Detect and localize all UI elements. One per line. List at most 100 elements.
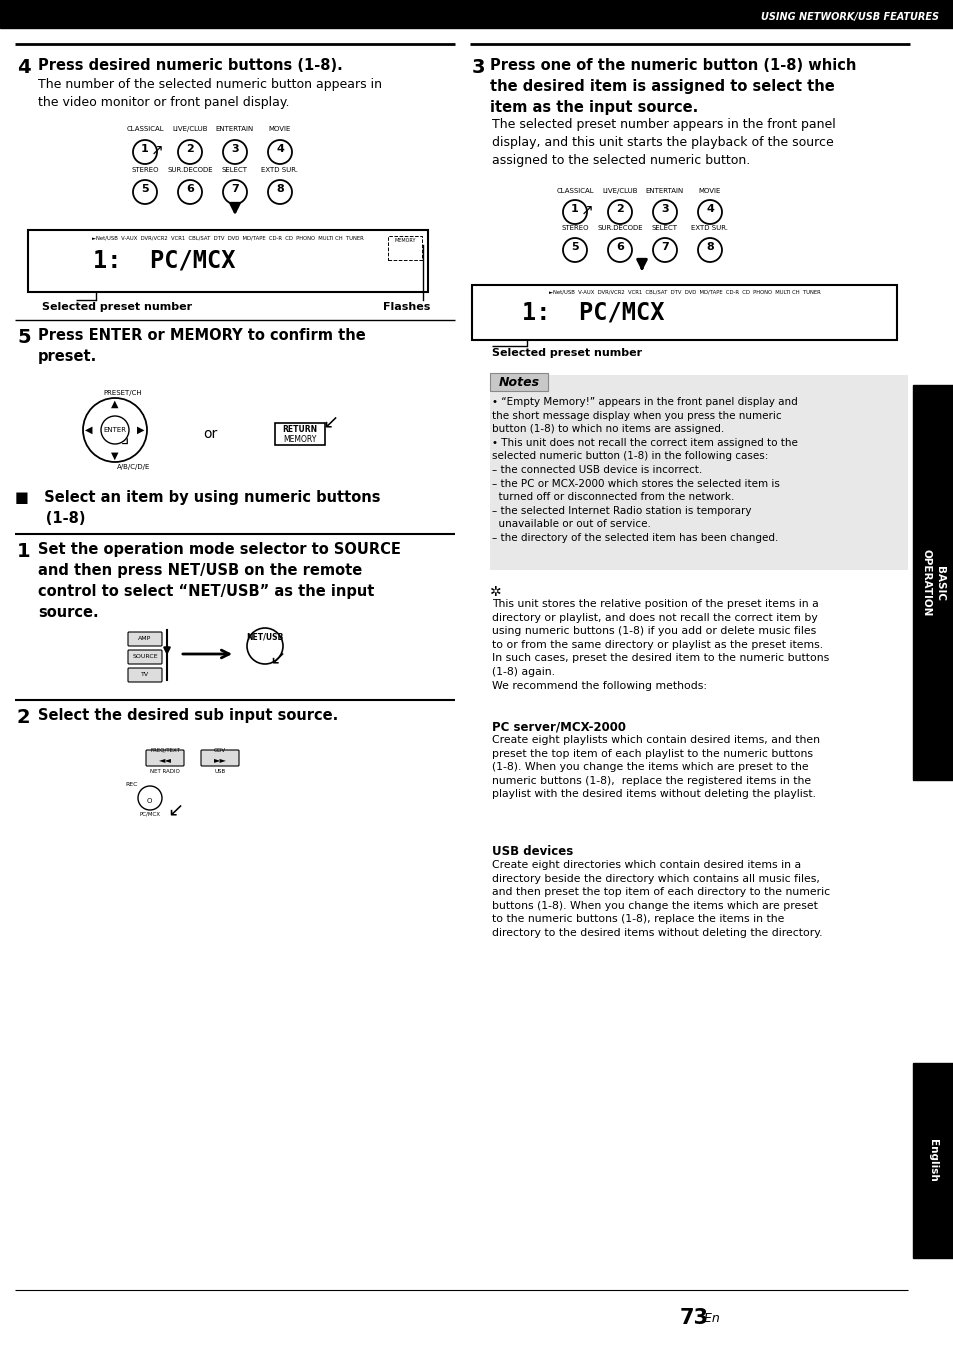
FancyBboxPatch shape xyxy=(146,749,184,766)
Text: CLASSICAL: CLASSICAL xyxy=(126,125,164,132)
Text: ENTERTAIN: ENTERTAIN xyxy=(645,187,683,194)
Text: ▶: ▶ xyxy=(137,425,145,435)
Text: 5: 5 xyxy=(141,183,149,194)
Text: NET/USB: NET/USB xyxy=(246,632,283,642)
Text: 5: 5 xyxy=(17,328,30,346)
Text: 1: 1 xyxy=(141,144,149,154)
Text: 7: 7 xyxy=(231,183,238,194)
Bar xyxy=(472,284,896,340)
Text: ↙: ↙ xyxy=(167,801,183,820)
Text: PC server/MCX-2000: PC server/MCX-2000 xyxy=(492,720,625,733)
Text: 4: 4 xyxy=(275,144,284,154)
Text: GOV: GOV xyxy=(213,748,226,754)
Text: O: O xyxy=(146,798,152,803)
Text: 2: 2 xyxy=(17,708,30,727)
Text: ◀: ◀ xyxy=(85,425,92,435)
Text: ENTER: ENTER xyxy=(103,427,127,433)
Text: USB: USB xyxy=(214,768,225,774)
Text: 73: 73 xyxy=(679,1308,708,1328)
Text: Selected preset number: Selected preset number xyxy=(42,302,192,311)
Text: RETURN: RETURN xyxy=(282,426,317,434)
Text: STEREO: STEREO xyxy=(132,167,158,173)
Text: STEREO: STEREO xyxy=(560,225,588,231)
Text: ◄◄: ◄◄ xyxy=(158,755,172,764)
Bar xyxy=(912,1064,953,1258)
Text: 8: 8 xyxy=(275,183,284,194)
Bar xyxy=(490,375,907,570)
Text: or: or xyxy=(203,427,217,441)
Text: SELECT: SELECT xyxy=(222,167,248,173)
Bar xyxy=(912,386,953,780)
Text: REC: REC xyxy=(125,782,137,787)
Text: Set the operation mode selector to SOURCE
and then press NET/USB on the remote
c: Set the operation mode selector to SOURC… xyxy=(38,542,400,620)
Text: 4: 4 xyxy=(705,204,713,214)
Text: ■   Select an item by using numeric buttons
      (1-8): ■ Select an item by using numeric button… xyxy=(15,491,380,526)
Text: 3: 3 xyxy=(472,58,485,77)
Bar xyxy=(274,423,325,445)
Text: Select the desired sub input source.: Select the desired sub input source. xyxy=(38,708,338,723)
Text: SELECT: SELECT xyxy=(651,225,678,231)
Text: SUR.DECODE: SUR.DECODE xyxy=(167,167,213,173)
Text: MEMORY: MEMORY xyxy=(283,435,316,445)
Text: MOVIE: MOVIE xyxy=(699,187,720,194)
Text: EXTD SUR.: EXTD SUR. xyxy=(261,167,298,173)
FancyBboxPatch shape xyxy=(201,749,239,766)
Text: USING NETWORK/USB FEATURES: USING NETWORK/USB FEATURES xyxy=(760,12,938,22)
Text: Selected preset number: Selected preset number xyxy=(492,348,641,359)
Text: 8: 8 xyxy=(705,243,713,252)
Text: ►Net/USB  V-AUX  DVR/VCR2  VCR1  CBL/SAT  DTV  DVD  MD/TAPE  CD-R  CD  PHONO  MU: ►Net/USB V-AUX DVR/VCR2 VCR1 CBL/SAT DTV… xyxy=(92,235,363,240)
Text: ▼: ▼ xyxy=(112,452,118,461)
Text: Press desired numeric buttons (1-8).: Press desired numeric buttons (1-8). xyxy=(38,58,342,73)
Text: • “Empty Memory!” appears in the front panel display and
the short message displ: • “Empty Memory!” appears in the front p… xyxy=(492,398,797,543)
Text: 3: 3 xyxy=(231,144,238,154)
Text: 1:  PC/MCX: 1: PC/MCX xyxy=(92,248,235,272)
Text: EXTD SUR.: EXTD SUR. xyxy=(691,225,728,231)
Text: 1: 1 xyxy=(571,204,578,214)
Bar xyxy=(490,373,547,391)
Text: Notes: Notes xyxy=(497,376,539,390)
Text: ►►: ►► xyxy=(213,755,226,764)
Text: Press ENTER or MEMORY to confirm the
preset.: Press ENTER or MEMORY to confirm the pre… xyxy=(38,328,365,364)
Text: ↙: ↙ xyxy=(321,412,337,431)
Text: MOVIE: MOVIE xyxy=(269,125,291,132)
Text: LIVE/CLUB: LIVE/CLUB xyxy=(172,125,208,132)
Text: 1: 1 xyxy=(17,542,30,561)
Text: 5: 5 xyxy=(571,243,578,252)
Text: ⌟: ⌟ xyxy=(121,429,129,448)
Text: 3: 3 xyxy=(660,204,668,214)
Text: Create eight directories which contain desired items in a
directory beside the d: Create eight directories which contain d… xyxy=(492,860,829,938)
Text: Press one of the numeric button (1-8) which
the desired item is assigned to sele: Press one of the numeric button (1-8) wh… xyxy=(490,58,856,115)
FancyBboxPatch shape xyxy=(128,650,162,665)
Text: 2: 2 xyxy=(186,144,193,154)
Text: 6: 6 xyxy=(616,243,623,252)
Text: ✲: ✲ xyxy=(490,585,501,599)
Text: ↙: ↙ xyxy=(269,648,285,667)
Text: Flashes: Flashes xyxy=(382,302,430,311)
Text: LIVE/CLUB: LIVE/CLUB xyxy=(601,187,638,194)
Text: NET RADIO: NET RADIO xyxy=(150,768,180,774)
Text: This unit stores the relative position of the preset items in a
directory or pla: This unit stores the relative position o… xyxy=(492,599,828,690)
Text: ▲: ▲ xyxy=(112,399,118,408)
Text: ↗: ↗ xyxy=(580,202,593,217)
Text: PRESET/CH: PRESET/CH xyxy=(103,390,141,396)
Text: TV: TV xyxy=(141,671,149,677)
Text: USB devices: USB devices xyxy=(492,845,573,857)
Text: The selected preset number appears in the front panel
display, and this unit sta: The selected preset number appears in th… xyxy=(492,119,835,167)
Bar xyxy=(388,236,421,260)
Text: 7: 7 xyxy=(660,243,668,252)
Text: 6: 6 xyxy=(186,183,193,194)
Text: The number of the selected numeric button appears in
the video monitor or front : The number of the selected numeric butto… xyxy=(38,78,381,109)
Bar xyxy=(0,0,953,28)
Text: English: English xyxy=(927,1139,938,1181)
Text: 1:  PC/MCX: 1: PC/MCX xyxy=(521,301,664,325)
Text: En: En xyxy=(700,1313,719,1325)
Text: ENTERTAIN: ENTERTAIN xyxy=(215,125,253,132)
FancyBboxPatch shape xyxy=(128,669,162,682)
Text: A/B/C/D/E: A/B/C/D/E xyxy=(117,464,151,470)
Text: BASIC
OPERATION: BASIC OPERATION xyxy=(921,550,944,616)
Text: CLASSICAL: CLASSICAL xyxy=(556,187,593,194)
Text: AMP: AMP xyxy=(138,635,152,640)
Text: FREQ/TEXT: FREQ/TEXT xyxy=(150,748,180,754)
Text: MEMORY: MEMORY xyxy=(394,239,416,243)
Text: PC/MCX: PC/MCX xyxy=(139,811,160,817)
